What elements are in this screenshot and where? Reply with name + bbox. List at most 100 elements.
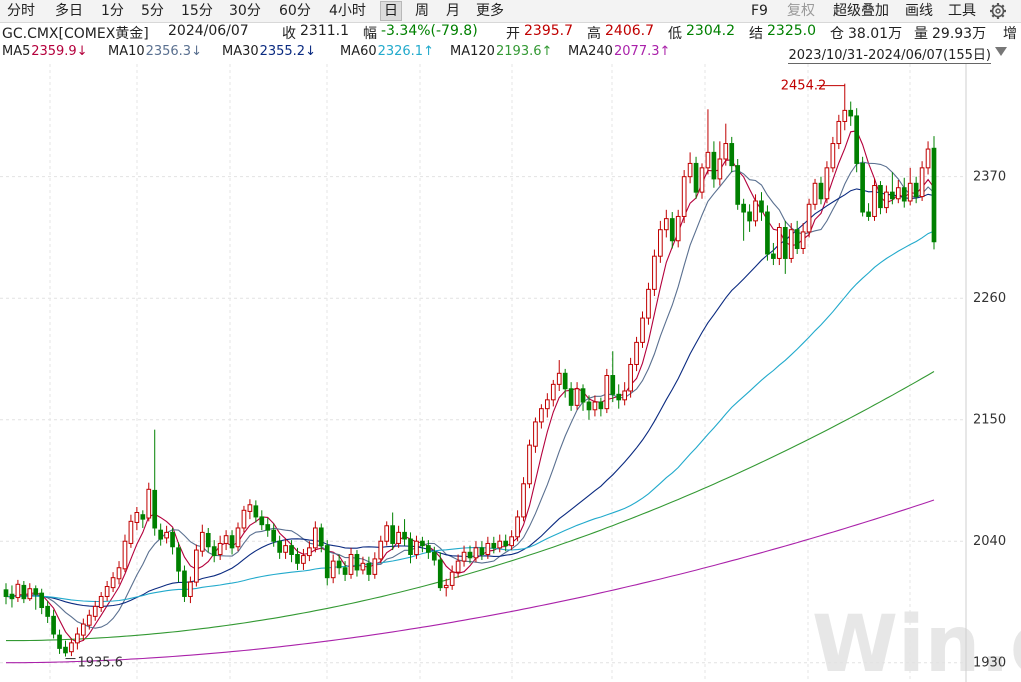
candle-body[interactable] <box>194 549 199 583</box>
period-tab-7[interactable]: 4小时 <box>329 3 366 19</box>
candle-body[interactable] <box>729 143 735 167</box>
candle-body[interactable] <box>289 545 294 555</box>
candle-body[interactable] <box>925 148 931 169</box>
candle-body[interactable] <box>693 162 699 193</box>
candle-body[interactable] <box>509 536 514 547</box>
candle-body[interactable] <box>771 253 776 259</box>
candle-body[interactable] <box>759 200 764 213</box>
candle-body[interactable] <box>485 542 491 555</box>
candle-body[interactable] <box>669 218 675 242</box>
candle-body[interactable] <box>86 614 92 626</box>
candle-body[interactable] <box>366 562 372 575</box>
candle-body[interactable] <box>604 375 610 410</box>
candle-body[interactable] <box>75 633 80 644</box>
candle-body[interactable] <box>497 540 503 549</box>
candle-body[interactable] <box>140 514 146 520</box>
candle-body[interactable] <box>354 553 360 571</box>
candle-body[interactable] <box>259 516 265 526</box>
candle-body[interactable] <box>907 182 913 202</box>
candle-body[interactable] <box>170 531 175 548</box>
candle-body[interactable] <box>699 167 705 193</box>
period-tab-2[interactable]: 1分 <box>101 3 124 19</box>
candle-body[interactable] <box>753 200 758 222</box>
candle-body[interactable] <box>330 560 336 579</box>
candle-body[interactable] <box>9 593 15 600</box>
candle-body[interactable] <box>182 570 187 597</box>
candle-body[interactable] <box>301 555 306 564</box>
candle-body[interactable] <box>21 584 27 600</box>
candle-body[interactable] <box>283 545 288 553</box>
candle-body[interactable] <box>57 634 62 649</box>
candle-body[interactable] <box>741 203 746 213</box>
candle-body[interactable] <box>860 162 865 213</box>
period-tab-9[interactable]: 周 <box>415 3 429 19</box>
candle-body[interactable] <box>628 363 633 392</box>
candle-body[interactable] <box>241 509 247 529</box>
toolbar-item-3[interactable]: 画线 <box>905 3 933 19</box>
candle-body[interactable] <box>467 551 473 559</box>
candle-body[interactable] <box>3 589 9 597</box>
date-range[interactable]: 2023/10/31-2024/06/07(155日) <box>788 44 991 64</box>
period-tab-6[interactable]: 60分 <box>279 3 311 19</box>
candle-body[interactable] <box>830 143 836 169</box>
candle-body[interactable] <box>271 529 277 542</box>
candle-body[interactable] <box>776 226 782 259</box>
candle-body[interactable] <box>229 535 235 549</box>
candle-body[interactable] <box>824 167 830 200</box>
candle-body[interactable] <box>342 567 348 575</box>
candle-body[interactable] <box>80 623 86 636</box>
candle-body[interactable] <box>622 390 628 401</box>
candle-body[interactable] <box>426 545 431 553</box>
candle-body[interactable] <box>610 375 616 395</box>
candle-body[interactable] <box>812 182 818 205</box>
candle-body[interactable] <box>479 547 485 555</box>
candle-body[interactable] <box>223 535 229 544</box>
candle-body[interactable] <box>247 504 253 512</box>
candle-body[interactable] <box>705 151 711 169</box>
candle-body[interactable] <box>687 162 693 178</box>
candle-body[interactable] <box>598 401 604 410</box>
candle-body[interactable] <box>253 505 259 518</box>
candle-body[interactable] <box>663 218 669 231</box>
candle-body[interactable] <box>152 489 158 529</box>
candle-body[interactable] <box>646 288 651 319</box>
candle-body[interactable] <box>895 187 901 200</box>
candle-body[interactable] <box>402 531 407 540</box>
candle-body[interactable] <box>836 120 842 145</box>
candle-body[interactable] <box>544 399 550 410</box>
candle-body[interactable] <box>788 229 794 259</box>
candle-body[interactable] <box>890 191 895 200</box>
period-tab-3[interactable]: 5分 <box>141 3 164 19</box>
candle-body[interactable] <box>134 512 140 523</box>
candle-body[interactable] <box>146 488 152 519</box>
candle-body[interactable] <box>336 560 342 569</box>
candle-body[interactable] <box>176 547 181 572</box>
candle-body[interactable] <box>348 553 354 575</box>
period-tab-4[interactable]: 15分 <box>181 3 213 19</box>
candle-body[interactable] <box>104 586 110 597</box>
candle-body[interactable] <box>33 588 39 595</box>
candle-body[interactable] <box>188 581 193 597</box>
candle-body[interactable] <box>913 182 919 198</box>
candle-body[interactable] <box>872 185 877 217</box>
candle-body[interactable] <box>854 115 860 164</box>
candle-body[interactable] <box>491 542 497 549</box>
candle-body[interactable] <box>794 229 800 249</box>
candle-body[interactable] <box>592 401 598 411</box>
candle-body[interactable] <box>681 176 687 217</box>
candle-body[interactable] <box>616 393 622 401</box>
candle-body[interactable] <box>318 527 324 547</box>
candle-body[interactable] <box>806 203 812 233</box>
candle-body[interactable] <box>747 211 752 222</box>
candle-body[interactable] <box>277 540 282 553</box>
candle-body[interactable] <box>521 483 526 518</box>
candle-body[interactable] <box>765 211 770 255</box>
candle-body[interactable] <box>533 421 538 447</box>
candle-body[interactable] <box>414 540 419 555</box>
candle-body[interactable] <box>556 372 562 385</box>
candle-body[interactable] <box>652 255 657 290</box>
period-tab-11[interactable]: 更多 <box>476 3 504 19</box>
candle-body[interactable] <box>515 516 520 538</box>
candle-body[interactable] <box>45 605 50 617</box>
period-tab-0[interactable]: 分时 <box>7 3 35 19</box>
